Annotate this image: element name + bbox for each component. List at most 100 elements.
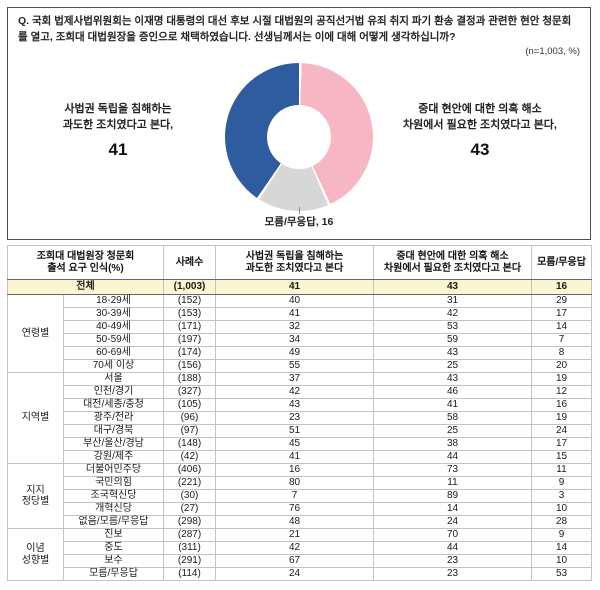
donut-hole [267, 104, 331, 169]
value-cell: 34 [215, 333, 374, 347]
value-cell: 24 [373, 515, 532, 529]
row-label: 부산/울산/경남 [63, 437, 164, 451]
table-row: 지지 정당별 더불어민주당 (406) 16 73 11 [7, 463, 592, 529]
sample-size: (96) [163, 411, 216, 425]
value-cell: 8 [531, 346, 592, 360]
pie-value-right: 43 [470, 140, 490, 160]
value-cell: 21 [215, 528, 374, 542]
value-cell: 38 [373, 437, 532, 451]
value-cell: 7 [531, 333, 592, 347]
sample-size: (197) [163, 333, 216, 347]
sample-size: (291) [163, 554, 216, 568]
value-cell: 14 [373, 502, 532, 516]
question-text: Q. 국회 법제사법위원회는 이재명 대통령의 대선 후보 시절 대법원의 공직… [18, 15, 572, 43]
sample-size: (188) [163, 372, 216, 386]
value-cell: 42 [373, 307, 532, 321]
row-label: 광주/전라 [63, 411, 164, 425]
value-cell: 43 [373, 279, 532, 295]
table-row: 없음/모름/무응답 (298) 48 24 28 [8, 515, 592, 529]
table-row: 국민의힘 (221) 80 11 9 [8, 476, 592, 490]
value-cell: 17 [531, 437, 592, 451]
header-opinion-necessary: 중대 현안에 대한 의혹 해소 차원에서 필요한 조치였다고 본다 [373, 245, 532, 280]
value-cell: 59 [373, 333, 532, 347]
value-cell: 48 [215, 515, 374, 529]
value-cell: 24 [531, 424, 592, 438]
sample-size: (221) [163, 476, 216, 490]
value-cell: 28 [531, 515, 592, 529]
value-cell: 44 [373, 450, 532, 464]
pie-label-bottom: 모름/무응답, 16 [264, 215, 334, 228]
value-cell: 37 [215, 372, 374, 386]
sample-size: (174) [163, 346, 216, 360]
header-dont-know: 모름/무응답 [531, 245, 592, 280]
table-row: 50-59세 (197) 34 59 7 [8, 333, 592, 347]
row-label: 모름/무응답 [63, 567, 164, 581]
value-cell: 44 [373, 541, 532, 555]
pie-label-left: 사법권 독립을 침해하는 과도한 조치였다고 본다, 41 [18, 87, 218, 179]
value-cell: 12 [531, 385, 592, 399]
value-cell: 23 [215, 411, 374, 425]
header-category: 조희대 대법원장 청문회 출석 요구 인식(%) [7, 245, 164, 280]
table-body: 전체 (1,003) 41 43 16 연령별 18-29세 (152) 40 31 29 30-39… [7, 279, 592, 581]
row-label: 중도 [63, 541, 164, 555]
value-cell: 19 [531, 411, 592, 425]
row-label: 개혁신당 [63, 502, 164, 516]
table-row: 이념 성향별 진보 (287) 21 70 9 [7, 528, 592, 581]
group-label: 지역별 [7, 372, 64, 464]
row-label: 18-29세 [63, 294, 164, 308]
value-cell: 23 [373, 554, 532, 568]
value-cell: 41 [215, 307, 374, 321]
header-opinion-excessive: 사법권 독립을 침해하는 과도한 조치였다고 본다 [215, 245, 374, 280]
row-label: 70세 이상 [63, 359, 164, 373]
value-cell: 16 [531, 398, 592, 412]
value-cell: 73 [373, 463, 532, 477]
value-cell: 67 [215, 554, 374, 568]
table-row: 개혁신당 (27) 76 14 10 [8, 502, 592, 516]
table-row: 모름/무응답 (114) 24 23 53 [8, 567, 592, 581]
row-label: 더불어민주당 [63, 463, 164, 477]
pie-value-left: 41 [108, 140, 128, 160]
row-label: 50-59세 [63, 333, 164, 347]
value-cell: 16 [215, 463, 374, 477]
value-cell: 89 [373, 489, 532, 503]
value-cell: 7 [215, 489, 374, 503]
value-cell: 42 [215, 541, 374, 555]
value-cell: 43 [215, 398, 374, 412]
sample-size: (152) [163, 294, 216, 308]
sample-size: (311) [163, 541, 216, 555]
group-label: 이념 성향별 [7, 528, 64, 581]
table-row-total: 전체 (1,003) 41 43 16 [7, 279, 592, 295]
table-row: 광주/전라 (96) 23 58 19 [8, 411, 592, 425]
value-cell: 11 [373, 476, 532, 490]
row-label: 60-69세 [63, 346, 164, 360]
pie-label-right-text: 중대 현안에 대한 의혹 해소 차원에서 필요한 조치였다고 본다, [403, 103, 557, 132]
value-cell: 9 [531, 476, 592, 490]
value-cell: 20 [531, 359, 592, 373]
value-cell: 53 [373, 320, 532, 334]
value-cell: 80 [215, 476, 374, 490]
sample-size: (42) [163, 450, 216, 464]
row-label: 40-49세 [63, 320, 164, 334]
value-cell: 42 [215, 385, 374, 399]
value-cell: 19 [531, 372, 592, 386]
table-header: 조희대 대법원장 청문회 출석 요구 인식(%) 사례수 사법권 독립을 침해하… [7, 245, 592, 280]
row-label: 전체 [7, 279, 164, 295]
sample-size: (114) [163, 567, 216, 581]
header-sample-size: 사례수 [163, 245, 216, 280]
sample-note: (n=1,003, %) [525, 45, 580, 57]
value-cell: 49 [215, 346, 374, 360]
question-chart-panel: Q. 국회 법제사법위원회는 이재명 대통령의 대선 후보 시절 대법원의 공직… [7, 7, 591, 240]
value-cell: 51 [215, 424, 374, 438]
row-label: 보수 [63, 554, 164, 568]
table-row: 강원/제주 (42) 41 44 15 [8, 450, 592, 464]
row-label: 조국혁신당 [63, 489, 164, 503]
sample-size: (30) [163, 489, 216, 503]
row-label: 없음/모름/무응답 [63, 515, 164, 529]
value-cell: 41 [373, 398, 532, 412]
sample-size: (156) [163, 359, 216, 373]
value-cell: 3 [531, 489, 592, 503]
table-row: 70세 이상 (156) 55 25 20 [8, 359, 592, 373]
row-label: 30-39세 [63, 307, 164, 321]
value-cell: 24 [215, 567, 374, 581]
leader-line [299, 206, 300, 214]
